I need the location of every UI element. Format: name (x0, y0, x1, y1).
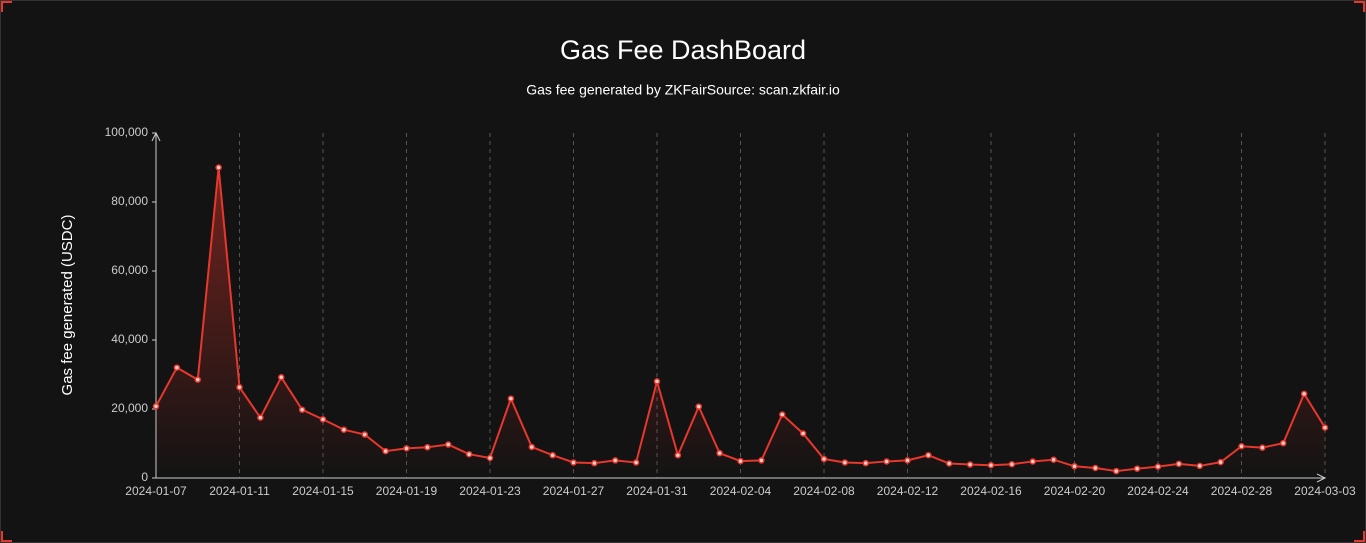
x-tick-label: 2024-02-12 (877, 484, 939, 498)
point (1238, 443, 1245, 450)
point (632, 459, 640, 466)
point (298, 406, 306, 413)
point (173, 364, 181, 371)
x-tick-label: 2024-01-19 (376, 484, 438, 498)
point (1175, 460, 1183, 468)
point (361, 431, 368, 438)
point (1029, 458, 1036, 465)
point (215, 164, 222, 171)
point (612, 457, 619, 464)
y-tick-label: 80,000 (111, 194, 148, 208)
x-tick-label: 2024-02-08 (793, 484, 855, 498)
point (674, 451, 682, 459)
point (1050, 456, 1057, 463)
point (424, 444, 431, 451)
point (716, 449, 723, 457)
point (194, 376, 201, 383)
point (507, 395, 515, 402)
y-axis-arrow (151, 131, 161, 142)
point (570, 459, 577, 466)
point (152, 402, 160, 410)
point (1071, 463, 1078, 470)
point (382, 447, 389, 455)
point (779, 411, 786, 418)
point (1196, 462, 1203, 470)
point (465, 450, 473, 458)
point (236, 384, 243, 391)
point (758, 457, 765, 464)
point (883, 458, 890, 465)
x-tick-label: 2024-01-23 (459, 484, 521, 498)
x-tick-label: 2024-01-11 (209, 484, 270, 498)
y-tick-label: 20,000 (111, 401, 148, 415)
chart-title: Gas Fee DashBoard (560, 35, 806, 65)
y-tick-label: 40,000 (111, 332, 148, 346)
x-tick-label: 2024-02-28 (1211, 484, 1273, 498)
point (966, 461, 974, 468)
point (1259, 444, 1266, 451)
x-tick-label: 2024-01-27 (543, 484, 605, 498)
point (862, 459, 869, 467)
y-axis-label: Gas fee generated (USDC) (59, 215, 76, 396)
x-tick-label: 2024-02-16 (960, 484, 1022, 498)
x-tick-label: 2024-01-15 (292, 484, 354, 498)
point (1008, 460, 1016, 468)
x-tick-label: 2024-01-31 (626, 484, 688, 498)
point (340, 426, 348, 433)
point (695, 403, 702, 410)
point (486, 454, 494, 462)
point (799, 430, 807, 437)
chart-subtitle: Gas fee generated by ZKFairSource: scan.… (526, 82, 840, 98)
x-tick-label: 2024-02-24 (1127, 484, 1189, 498)
point (319, 416, 327, 423)
point (549, 451, 556, 459)
point (278, 374, 285, 381)
point (737, 457, 744, 465)
point (987, 461, 995, 469)
point (841, 459, 849, 466)
point (1217, 458, 1224, 466)
point (925, 451, 932, 459)
point (1113, 467, 1120, 475)
point (653, 378, 661, 385)
point (445, 441, 452, 448)
point (1300, 390, 1308, 398)
point (946, 460, 953, 467)
point (1280, 439, 1287, 447)
point (1321, 424, 1329, 431)
x-tick-label: 2024-03-03 (1294, 484, 1356, 498)
point (591, 459, 598, 467)
point (528, 443, 535, 451)
point (904, 457, 911, 464)
area (156, 167, 1325, 478)
y-tick-label: 0 (141, 470, 148, 484)
x-tick-label: 2024-02-20 (1044, 484, 1106, 498)
point (1092, 464, 1099, 472)
x-tick-label: 2024-02-04 (710, 484, 772, 498)
point (1133, 465, 1141, 472)
y-tick-label: 100,000 (105, 125, 149, 139)
y-tick-label: 60,000 (111, 263, 148, 277)
x-tick-label: 2024-01-07 (125, 484, 187, 498)
point (1154, 463, 1162, 470)
point (403, 445, 410, 452)
point (820, 455, 828, 463)
point (257, 414, 264, 421)
